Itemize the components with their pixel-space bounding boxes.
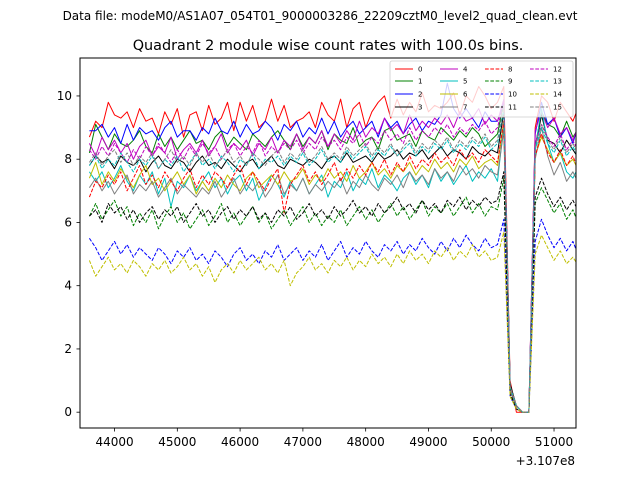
series-line-6 (88, 120, 576, 413)
y-axis: 0 2 4 6 8 10 (57, 89, 80, 419)
legend-label-12: 12 (553, 66, 562, 74)
legend-label-11: 11 (508, 104, 517, 112)
y-tick-label: 0 (64, 405, 72, 419)
x-tick-label: 47000 (284, 435, 322, 449)
x-tick-label: 51000 (535, 435, 573, 449)
legend-box (389, 60, 574, 118)
x-tick-label: 45000 (158, 435, 196, 449)
series-line-5 (88, 108, 576, 413)
series-line-2 (89, 82, 576, 413)
legend-label-1: 1 (418, 78, 422, 86)
y-tick-label: 2 (64, 342, 72, 356)
legend-label-4: 4 (463, 66, 468, 74)
legend-label-2: 2 (418, 91, 422, 99)
x-offset-label: +3.107e8 (516, 454, 575, 468)
x-tick-label: 48000 (347, 435, 385, 449)
legend-label-8: 8 (508, 66, 512, 74)
series-line-13 (88, 108, 576, 413)
legend-label-15: 15 (553, 104, 562, 112)
legend-label-9: 9 (508, 78, 512, 86)
series-line-4 (88, 98, 576, 413)
legend-label-14: 14 (553, 91, 562, 99)
legend-label-0: 0 (418, 66, 422, 74)
series-line-9 (88, 177, 576, 413)
y-tick-label: 8 (64, 152, 72, 166)
series-line-15 (88, 104, 576, 413)
legend-label-7: 7 (463, 104, 467, 112)
legend-label-10: 10 (508, 91, 517, 99)
series-line-10 (88, 218, 576, 413)
series-line-8 (88, 120, 576, 413)
x-axis: 44000 45000 46000 47000 48000 49000 50000 51000 (95, 428, 573, 449)
chart-title: Quadrant 2 module wise count rates with … (133, 38, 524, 54)
legend-label-6: 6 (463, 91, 468, 99)
x-tick-label: 46000 (221, 435, 259, 449)
y-tick-label: 10 (57, 89, 72, 103)
x-tick-label: 50000 (472, 435, 510, 449)
legend-label-5: 5 (463, 78, 467, 86)
x-tick-label: 44000 (95, 435, 133, 449)
series-line-11 (89, 171, 576, 413)
series-line-12 (88, 101, 576, 413)
series-line-0 (88, 86, 576, 413)
y-tick-label: 6 (64, 215, 72, 229)
data-file-caption: Data file: modeM0/AS1A07_054T01_90000032… (63, 9, 578, 23)
series-line-14 (88, 231, 576, 413)
x-tick-label: 49000 (409, 435, 447, 449)
legend-label-3: 3 (418, 104, 422, 112)
plot-frame (79, 57, 577, 429)
legend-label-13: 13 (553, 78, 562, 86)
series-line-7 (88, 127, 576, 413)
y-tick-label: 4 (64, 279, 72, 293)
series-layer (88, 82, 576, 413)
